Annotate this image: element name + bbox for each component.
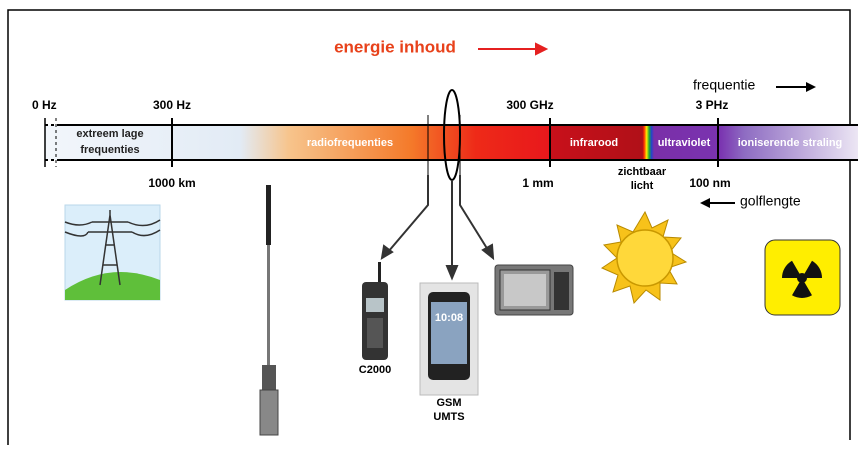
tick-label: 1 mm — [522, 176, 553, 190]
radiation-icon — [764, 239, 841, 316]
band-label: radiofrequenties — [307, 137, 393, 149]
tick-label: 300 GHz — [506, 98, 553, 112]
tick-label: 0 Hz — [32, 98, 57, 112]
tick-label: 100 nm — [689, 176, 730, 190]
antenna-icon — [259, 185, 279, 436]
frequency-arrow — [776, 82, 816, 92]
power-line-icon — [64, 204, 161, 301]
title: energie inhoud — [334, 37, 456, 56]
band-label: ioniserende straling — [738, 137, 843, 149]
band-label: zichtbaar — [618, 166, 667, 178]
device-label: GSM — [436, 397, 461, 409]
spectrum-bar — [45, 125, 858, 160]
phone-clock: 10:08 — [435, 312, 463, 324]
tick-label: 1000 km — [148, 176, 195, 190]
band-label: infrarood — [570, 137, 618, 149]
device-label: C2000 — [359, 364, 391, 376]
energy-arrow — [478, 42, 549, 56]
sun-icon — [600, 210, 688, 305]
band-label: ultraviolet — [658, 137, 711, 149]
wavelength-arrow — [700, 198, 735, 208]
radio-icon — [362, 262, 388, 360]
band-label: extreem lage — [76, 128, 143, 140]
tick-label: 3 PHz — [696, 98, 729, 112]
pointer-arrows — [380, 175, 495, 281]
phone-icon: 10:08 — [419, 282, 479, 396]
tick-label: 300 Hz — [153, 98, 191, 112]
frame — [7, 9, 851, 445]
band-label: licht — [631, 180, 654, 192]
device-label: UMTS — [433, 411, 464, 423]
microwave-icon — [494, 264, 574, 316]
wavelength-label: golflengte — [740, 193, 801, 209]
band-label: frequenties — [80, 144, 139, 156]
frequency-label: frequentie — [693, 77, 755, 93]
